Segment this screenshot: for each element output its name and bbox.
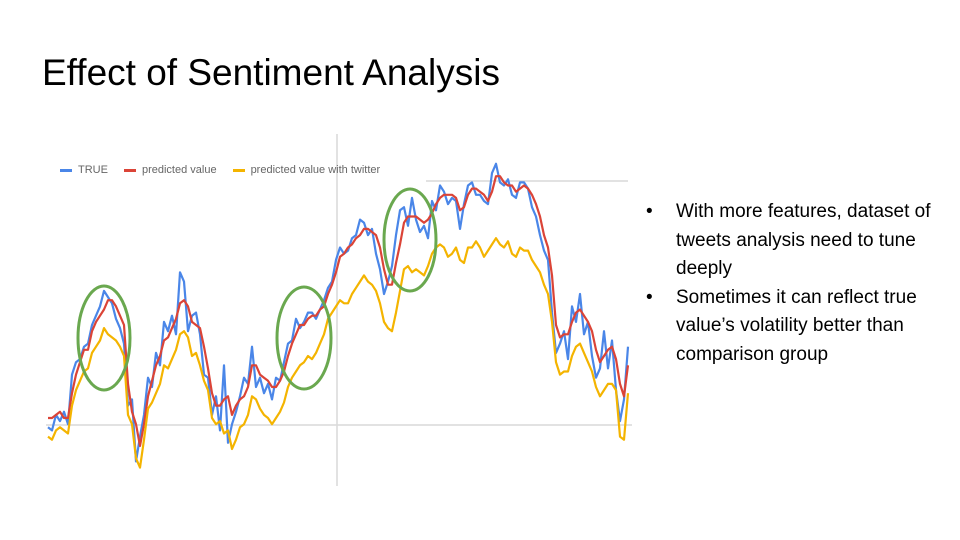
bullet-item: • Sometimes it can reflect true value’s v… [646,284,946,370]
legend-swatch-predicted [123,168,136,172]
chart-plot-area [46,134,632,486]
legend-label-true: TRUE [78,164,108,176]
bullet-text: With more features, dataset of tweets an… [676,201,931,280]
bullet-dot-icon: • [646,201,653,222]
legend-label-predicted: predicted value [141,164,217,176]
legend-item-true: TRUE [60,164,108,176]
series-line-2 [47,237,630,469]
series-line-1 [48,175,630,447]
bullet-dot-icon: • [646,286,653,308]
slide-title: Effect of Sentiment Analysis [42,52,500,93]
highlight-ellipse [382,187,438,293]
legend-label-twitter: predicted value with twitter [250,164,381,176]
legend-item-predicted: predicted value [123,164,217,176]
bullet-item: • With more features, dataset of tweets a… [646,198,946,284]
line-chart: TRUE predicted value predicted value wit… [46,130,632,490]
series-line-0 [47,162,630,463]
legend-item-twitter: predicted value with twitter [232,164,381,176]
legend-swatch-twitter [232,168,245,172]
bullet-list: • With more features, dataset of tweets a… [646,198,946,370]
bullet-text: Sometimes it can reflect true value’s vo… [676,286,917,365]
highlight-ellipse [275,285,333,391]
legend-swatch-true [60,168,72,172]
highlight-ellipse [76,284,132,392]
chart-legend: TRUE predicted value predicted value wit… [60,164,380,176]
